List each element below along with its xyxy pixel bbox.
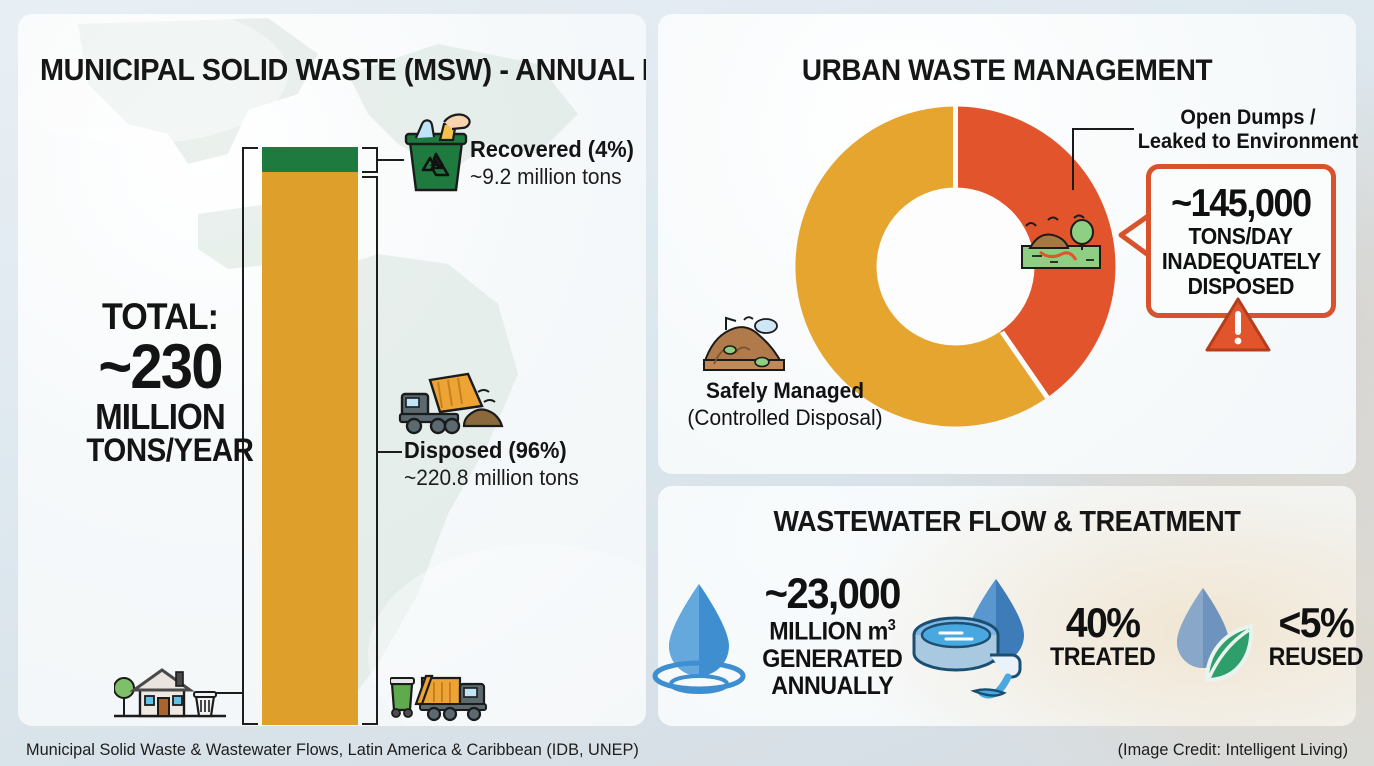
callout-disposed-sub: ~220.8 million tons bbox=[404, 465, 579, 490]
callout-disposed-heading: Disposed (96%) bbox=[404, 437, 567, 463]
page-title-msw: MUNICIPAL SOLID WASTE (MSW) - ANNUAL FLO… bbox=[39, 52, 646, 87]
wastewater-generated-sub3: ANNUALLY bbox=[771, 672, 894, 701]
callout-recovered: Recovered (4%) ~9.2 million tons bbox=[470, 136, 643, 190]
stacked-bar-chart bbox=[262, 147, 358, 725]
wastewater-reused-sub: REUSED bbox=[1268, 643, 1364, 672]
total-unit-tons-year: TONS/YEAR bbox=[86, 431, 254, 468]
open-dump-pollution-icon bbox=[1021, 214, 1101, 269]
label-open-dumps: Open Dumps / Leaked to Environment bbox=[1134, 106, 1362, 154]
total-value: ~230 bbox=[98, 331, 223, 402]
callout-recovered-heading: Recovered (4%) bbox=[470, 136, 634, 162]
wastewater-generated-value: ~23,000 bbox=[764, 570, 902, 619]
total-label: TOTAL: bbox=[101, 296, 219, 337]
page-title-urban: URBAN WASTE MANAGEMENT bbox=[801, 54, 1213, 87]
wastewater-stat-treated: 40% TREATED bbox=[912, 573, 1159, 699]
house-trash-tree-icon bbox=[114, 668, 226, 718]
label-open-dumps-line2: Leaked to Environment bbox=[1137, 130, 1359, 154]
footer-image-credit: (Image Credit: Intelligent Living) bbox=[1117, 740, 1348, 759]
total-unit-million: MILLION bbox=[95, 395, 226, 437]
bracket-recovered-connector bbox=[378, 159, 404, 161]
label-safely-managed: Safely Managed (Controlled Disposal) bbox=[666, 378, 904, 431]
wastewater-reused-text: <5% REUSED bbox=[1269, 602, 1364, 670]
wastewater-treated-sub: TREATED bbox=[1049, 643, 1156, 672]
wastewater-treated-text: 40% TREATED bbox=[1049, 599, 1156, 672]
page-title-wastewater: WASTEWATER FLOW & TREATMENT bbox=[773, 506, 1241, 538]
wastewater-generated-sub1: MILLION m3 bbox=[769, 617, 896, 646]
bracket-disposed bbox=[362, 176, 378, 725]
wastewater-generated-text: ~23,000 MILLION m3 GENERATED ANNUALLY bbox=[762, 570, 903, 701]
treatment-tank-pipe-icon bbox=[912, 579, 1024, 699]
recycling-bin-icon bbox=[404, 113, 471, 192]
bubble-value: ~145,000 bbox=[1171, 182, 1312, 225]
bracket-recovered bbox=[362, 147, 378, 173]
panel-municipal-solid-waste: MUNICIPAL SOLID WASTE (MSW) - ANNUAL FLO… bbox=[18, 14, 646, 726]
bracket-disposed-connector bbox=[378, 451, 402, 453]
label-safely-managed-line1: Safely Managed bbox=[706, 378, 864, 403]
bubble-line-3: DISPOSED bbox=[1187, 273, 1295, 299]
callout-disposed: Disposed (96%) ~220.8 million tons bbox=[404, 437, 588, 491]
bar-segment-disposed bbox=[262, 171, 358, 725]
wastewater-reused-value: <5% bbox=[1278, 599, 1355, 647]
footer-source-note: Municipal Solid Waste & Wastewater Flows… bbox=[26, 740, 639, 759]
landfill-mound-icon bbox=[702, 316, 785, 371]
drop-leaf-icon bbox=[1177, 588, 1254, 683]
total-annual-msw: TOTAL: ~230 MILLION TONS/YEAR bbox=[86, 296, 254, 468]
callout-recovered-sub: ~9.2 million tons bbox=[470, 164, 622, 189]
callout-bubble-inadequate-disposal: ~145,000 TONS/DAY INADEQUATELY DISPOSED bbox=[1146, 164, 1336, 318]
bubble-line-1: TONS/DAY bbox=[1188, 223, 1294, 249]
label-open-dumps-line1: Open Dumps / bbox=[1180, 106, 1316, 129]
wastewater-treated-value: 40% bbox=[1065, 599, 1141, 647]
bracket-total bbox=[242, 147, 258, 725]
garbage-truck-bin-icon bbox=[390, 674, 487, 722]
dump-truck-icon bbox=[398, 372, 504, 435]
warning-triangle-icon bbox=[1205, 297, 1271, 352]
wastewater-generated-sub2: GENERATED bbox=[762, 644, 903, 673]
bar-segment-recovered bbox=[262, 147, 358, 172]
donut-callout-connector-vertical bbox=[1072, 128, 1074, 190]
wastewater-stat-reused: <5% REUSED bbox=[1163, 580, 1367, 692]
bracket-total-connector bbox=[216, 692, 244, 694]
wastewater-stat-generated: ~23,000 MILLION m3 GENERATED ANNUALLY bbox=[647, 570, 908, 701]
water-drop-splash-icon bbox=[652, 583, 746, 694]
bubble-line-2: INADEQUATELY bbox=[1161, 248, 1321, 274]
wastewater-stats-row: ~23,000 MILLION m3 GENERATED ANNUALLY 40… bbox=[652, 556, 1364, 716]
label-safely-managed-line2: (Controlled Disposal) bbox=[687, 405, 883, 430]
donut-hole bbox=[876, 187, 1035, 346]
donut-callout-connector-horizontal bbox=[1072, 128, 1134, 130]
